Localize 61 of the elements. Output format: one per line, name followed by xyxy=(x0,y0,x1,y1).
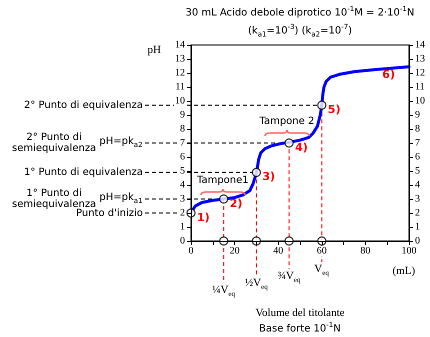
y-axis-title: pH xyxy=(148,44,161,56)
annotation: 1) xyxy=(197,211,210,224)
x-tick-label: 40 xyxy=(273,246,284,256)
y-tick-label: 8 xyxy=(180,124,185,134)
x-tick-label: 20 xyxy=(230,246,240,256)
y-tick-label: 14 xyxy=(175,40,185,50)
point xyxy=(317,100,326,110)
y-tick-label: 1 xyxy=(180,222,185,232)
x-tick-label: 0 xyxy=(188,246,194,256)
annotation: 6) xyxy=(382,68,395,81)
y2-tick-label: 6 xyxy=(415,152,420,162)
text: Base forte 10$^{-1}$N xyxy=(259,321,341,334)
y-tick-label: 6 xyxy=(180,152,185,162)
point xyxy=(252,168,261,177)
y2-tick-label: 7 xyxy=(415,138,420,148)
ref-line-label: ½V$_{eq}$ xyxy=(244,276,268,292)
x-tick-label: 80 xyxy=(360,246,370,256)
annotation: 2) xyxy=(230,197,242,210)
y2-tick-label: 12 xyxy=(415,68,425,78)
y-tick-label: 10 xyxy=(175,96,185,106)
y2-tick-label: 3 xyxy=(415,194,420,204)
text: (mL) xyxy=(392,265,416,278)
ref-line-label: ¼V$_{eq}$ xyxy=(212,284,235,298)
y2-tick-label: 11 xyxy=(415,82,425,92)
y-tick-label: 7 xyxy=(180,138,185,148)
y-tick-label: 13 xyxy=(175,54,185,64)
y2-tick-label: 13 xyxy=(415,54,425,64)
y2-tick-label: 10 xyxy=(415,96,425,106)
annotation: Tampone1 xyxy=(197,174,249,186)
y-tick-label: 12 xyxy=(175,68,185,78)
y-tick-label: 0 xyxy=(180,236,185,246)
text: (k$_{a1}$=10$^{-3}$) (k$_{a2}$=10$^{-7}$) xyxy=(248,22,352,38)
y2-tick-label: 4 xyxy=(415,180,420,190)
ref-line-label: Punto d'inizio xyxy=(76,208,143,218)
y-tick-label: 2 xyxy=(180,208,185,218)
point xyxy=(284,138,294,148)
y-tick-label: 5 xyxy=(180,166,185,176)
chart-title: 30 mL Acido debole diprotico 10$^{-1}$M = 2·10$^{-1}$N xyxy=(186,5,414,18)
x-axis-title: Volume del titolante xyxy=(256,307,345,320)
y-tick-label: 9 xyxy=(180,110,185,120)
ref-line-label: 1° Punto di equivalenza xyxy=(24,166,143,178)
annotation: 5) xyxy=(328,103,340,116)
y-tick-label: 4 xyxy=(180,180,185,190)
ref-line-label: ¾V$_{eq}$ xyxy=(278,270,300,284)
y2-tick-label: 0 xyxy=(415,236,420,246)
y2-tick-label: 14 xyxy=(415,40,425,50)
y-tick-label: 3 xyxy=(180,194,185,204)
point xyxy=(219,194,228,204)
y2-tick-label: 2 xyxy=(415,208,420,218)
y2-tick-label: 9 xyxy=(415,110,420,120)
y2-tick-label: 1 xyxy=(415,222,420,232)
x-tick-label: 60 xyxy=(316,246,327,256)
ref-line-label: 2° Punto di equivalenza xyxy=(24,100,143,111)
ref-line-label: V$_{eq}$ xyxy=(314,262,329,278)
y-tick-label: 11 xyxy=(175,82,185,92)
y2-tick-label: 8 xyxy=(415,124,420,134)
annotation: Tampone 2 xyxy=(260,116,314,126)
y2-tick-label: 5 xyxy=(415,166,420,176)
annotation: 3) xyxy=(262,170,276,184)
x-tick-label: 100 xyxy=(402,246,416,256)
annotation: 4) xyxy=(295,141,308,154)
